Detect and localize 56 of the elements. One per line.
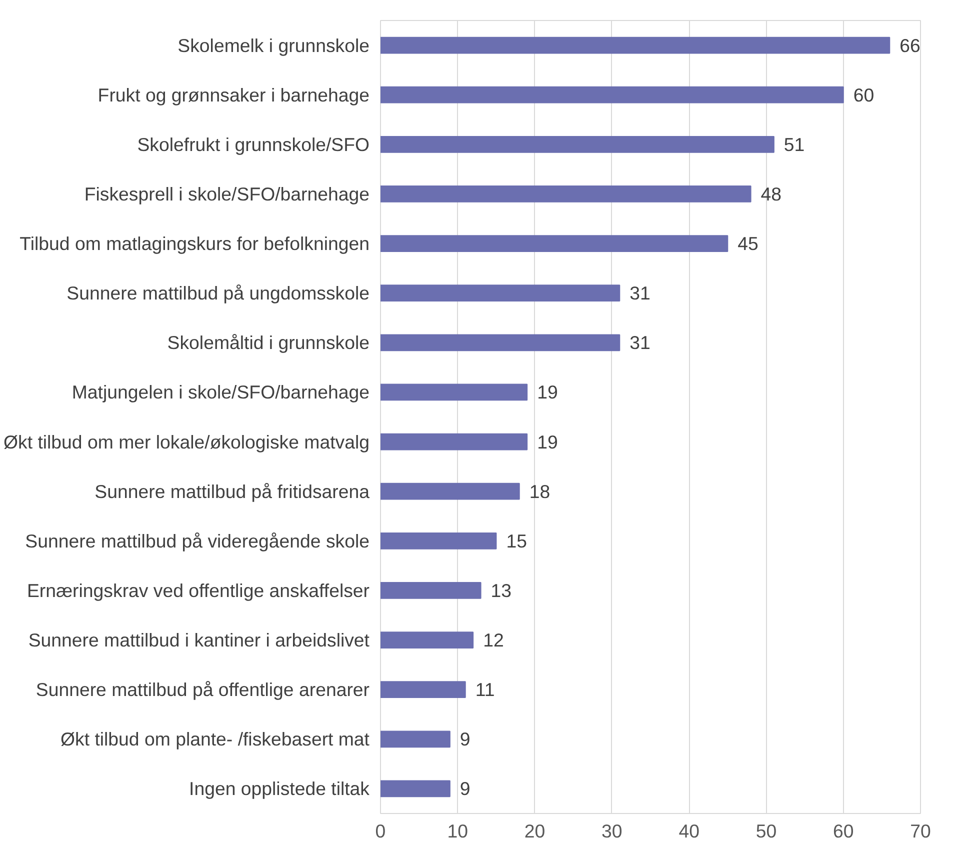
data-label: 66 [900,34,920,56]
bar [380,136,774,153]
bar [380,780,450,798]
y-tick-label: Skolemelk i grunnskole [178,34,370,56]
bar [380,433,528,450]
bar [380,482,520,500]
bar [380,384,528,401]
x-tick-label: 10 [447,820,468,842]
x-tick-label: 70 [910,820,931,842]
bar [380,730,450,748]
y-tick-label: Sunnere mattilbud på ungdomsskole [66,282,370,304]
x-tick-label: 30 [602,820,622,842]
y-tick-label: Økt tilbud om mer lokale/økologiske matvalg [3,431,370,452]
data-label: 18 [529,480,550,502]
y-tick-label: Frukt og grønnsaker i barnehage [98,84,370,106]
bar [380,36,890,54]
data-label: 12 [483,630,504,651]
y-tick-label: Skolefrukt i grunnskole/SFO [137,134,370,155]
bar [380,235,728,252]
bar [380,86,844,104]
data-label: 19 [537,431,558,452]
data-label: 9 [460,728,470,750]
data-label: 45 [738,233,758,254]
data-label: 13 [490,580,512,601]
data-label: 31 [630,282,650,304]
x-tick-label: 0 [375,820,386,842]
x-tick-label: 20 [524,820,546,842]
bar [380,186,752,202]
y-tick-label: Skolemåltid i grunnskole [167,332,370,354]
x-tick-label: 50 [756,820,777,842]
bar [380,582,482,599]
y-tick-label: Sunnere mattilbud på fritidsarena [94,480,370,502]
y-tick-label: Sunnere mattilbud på offentlige arenarer [36,679,370,700]
data-label: 11 [475,679,495,700]
y-tick-label: Økt tilbud om plante- /fiskebasert mat [60,728,370,750]
bar [380,284,620,302]
data-label: 9 [460,778,470,800]
y-tick-label: Matjungelen i skole/SFO/barnehage [72,382,370,403]
x-tick-label: 40 [678,820,700,842]
data-label: 31 [630,332,650,354]
y-tick-label: Ingen opplistede tiltak [189,778,370,800]
bar [380,632,474,648]
bar [380,334,620,352]
y-tick-label: Sunnere mattilbud på videregående skole [25,530,370,552]
data-label: 60 [853,84,874,106]
y-tick-label: Sunnere mattilbud i kantiner i arbeidslivet [28,630,370,651]
y-tick-label: Ernæringskrav ved offentlige anskaffelser [26,580,370,601]
data-label: 51 [784,134,805,155]
bar [380,681,466,698]
bar [380,532,497,550]
data-label: 48 [760,183,782,204]
y-tick-label: Fiskesprell i skole/SFO/barnehage [84,183,370,204]
data-label: 19 [537,382,558,403]
x-tick-label: 60 [832,820,854,842]
data-label: 15 [506,530,527,552]
y-tick-label: Tilbud om matlagingskurs for befolkningen [20,233,370,254]
